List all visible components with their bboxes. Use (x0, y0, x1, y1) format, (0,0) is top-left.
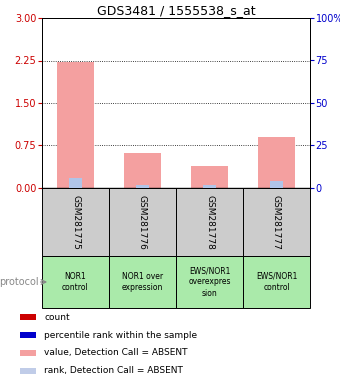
Bar (191, 167, 228, 188)
Text: GSM281775: GSM281775 (71, 195, 80, 250)
Bar (20, 350, 36, 356)
Text: percentile rank within the sample: percentile rank within the sample (44, 331, 197, 339)
Text: rank, Detection Call = ABSENT: rank, Detection Call = ABSENT (44, 366, 183, 376)
Title: GDS3481 / 1555538_s_at: GDS3481 / 1555538_s_at (97, 4, 255, 17)
Bar (109, 188, 176, 256)
Text: GSM281778: GSM281778 (205, 195, 214, 250)
Bar (20, 314, 36, 320)
Bar (176, 256, 243, 308)
Bar (109, 256, 176, 308)
Text: protocol: protocol (0, 277, 39, 287)
Text: EWS/NOR1
overexpres
sion: EWS/NOR1 overexpres sion (188, 266, 231, 298)
Bar (243, 256, 310, 308)
Bar (124, 153, 161, 188)
Bar (270, 180, 283, 188)
Bar (258, 137, 295, 188)
Bar (243, 188, 310, 256)
Bar (42, 188, 109, 256)
Text: NOR1
control: NOR1 control (62, 272, 89, 292)
Text: NOR1 over
expression: NOR1 over expression (122, 272, 163, 292)
Bar (136, 185, 149, 188)
Text: EWS/NOR1
control: EWS/NOR1 control (256, 272, 297, 292)
Text: count: count (44, 313, 70, 321)
Bar (20, 368, 36, 374)
Bar (42, 256, 109, 308)
Text: GSM281777: GSM281777 (272, 195, 281, 250)
Text: GSM281776: GSM281776 (138, 195, 147, 250)
Text: value, Detection Call = ABSENT: value, Detection Call = ABSENT (44, 349, 188, 358)
Bar (69, 178, 82, 188)
Bar (176, 188, 243, 256)
Bar (203, 185, 216, 188)
Bar (20, 332, 36, 338)
Bar (57, 62, 94, 188)
